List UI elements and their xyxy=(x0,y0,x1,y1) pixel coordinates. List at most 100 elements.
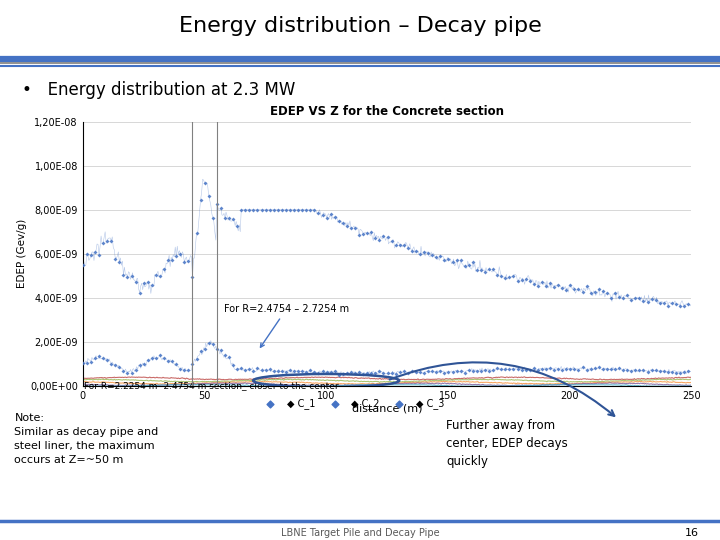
Point xyxy=(577,287,588,296)
Point xyxy=(674,368,685,377)
Point xyxy=(581,282,593,291)
Point xyxy=(195,195,207,204)
Point xyxy=(459,262,470,271)
Point xyxy=(378,369,390,377)
Point xyxy=(446,258,458,267)
Point xyxy=(312,208,324,217)
Point xyxy=(354,368,365,376)
Point xyxy=(366,369,377,377)
Point xyxy=(650,366,662,375)
Point xyxy=(666,299,678,308)
Point xyxy=(540,364,552,373)
Point xyxy=(629,294,641,302)
Point xyxy=(349,224,361,233)
Point xyxy=(670,300,682,308)
Point xyxy=(264,364,276,373)
Point xyxy=(223,353,235,361)
Point xyxy=(638,297,649,306)
Point xyxy=(158,265,170,273)
Point xyxy=(130,278,141,287)
Point xyxy=(329,399,341,408)
Point xyxy=(211,345,222,353)
Point xyxy=(431,368,442,376)
Point xyxy=(89,248,101,256)
Point xyxy=(634,366,645,374)
Point xyxy=(658,299,670,307)
Point xyxy=(114,258,125,266)
Point xyxy=(398,241,410,250)
Point xyxy=(312,369,324,377)
Point xyxy=(146,354,158,363)
Point xyxy=(423,367,434,376)
Point xyxy=(455,367,467,375)
Point xyxy=(609,288,621,297)
Point xyxy=(305,205,316,214)
Point xyxy=(317,367,328,376)
Point xyxy=(492,271,503,279)
Point xyxy=(435,367,446,375)
Point xyxy=(516,275,527,284)
Point xyxy=(174,249,186,258)
Text: ◆ C_1: ◆ C_1 xyxy=(287,398,315,409)
Point xyxy=(516,366,527,375)
Point xyxy=(94,352,105,361)
Point xyxy=(601,288,613,297)
Point xyxy=(179,258,190,267)
Point xyxy=(280,368,292,376)
Point xyxy=(589,364,600,373)
Point xyxy=(248,366,259,375)
Point xyxy=(646,366,657,374)
Point xyxy=(268,205,279,214)
Point xyxy=(536,364,548,373)
Point xyxy=(357,230,369,238)
Point xyxy=(166,357,178,366)
Point xyxy=(276,205,287,214)
Point xyxy=(597,364,608,373)
Point xyxy=(231,365,243,374)
Point xyxy=(528,279,539,288)
Point xyxy=(179,365,190,374)
Point xyxy=(138,360,150,369)
Point xyxy=(654,367,665,375)
Text: ◆ C_2: ◆ C_2 xyxy=(351,398,379,409)
Point xyxy=(77,359,89,367)
Point xyxy=(443,367,454,376)
Title: EDEP VS Z for the Concrete section: EDEP VS Z for the Concrete section xyxy=(270,105,504,118)
Text: For R=2.2254 m -2.4754 m section_ closer to the center: For R=2.2254 m -2.4754 m section_ closer… xyxy=(84,382,339,390)
Point xyxy=(357,369,369,378)
Point xyxy=(292,205,304,214)
Point xyxy=(105,360,117,369)
Point xyxy=(102,356,113,364)
Point xyxy=(552,280,564,289)
Point xyxy=(272,205,284,214)
Text: LBNE Target Pile and Decay Pipe: LBNE Target Pile and Decay Pipe xyxy=(281,528,439,538)
Point xyxy=(284,366,296,374)
Point xyxy=(284,205,296,214)
Point xyxy=(642,298,653,306)
Point xyxy=(300,205,312,214)
Point xyxy=(426,367,438,375)
Point xyxy=(264,205,276,214)
Point xyxy=(446,368,458,376)
Point xyxy=(215,346,227,354)
Point xyxy=(223,214,235,222)
Point xyxy=(191,229,202,238)
Point xyxy=(394,368,405,376)
Point xyxy=(552,364,564,373)
Point xyxy=(678,368,690,376)
Point xyxy=(467,367,479,375)
Point xyxy=(480,267,491,276)
Point xyxy=(471,367,482,376)
Point xyxy=(138,279,150,287)
Point xyxy=(219,214,230,223)
Point xyxy=(451,256,462,265)
Point xyxy=(199,179,210,187)
Point xyxy=(438,368,450,377)
Point xyxy=(629,366,641,375)
Point xyxy=(260,205,271,214)
Point xyxy=(150,271,162,279)
Point xyxy=(369,368,381,377)
Point xyxy=(414,250,426,259)
Point xyxy=(520,366,531,374)
Point xyxy=(524,365,536,374)
